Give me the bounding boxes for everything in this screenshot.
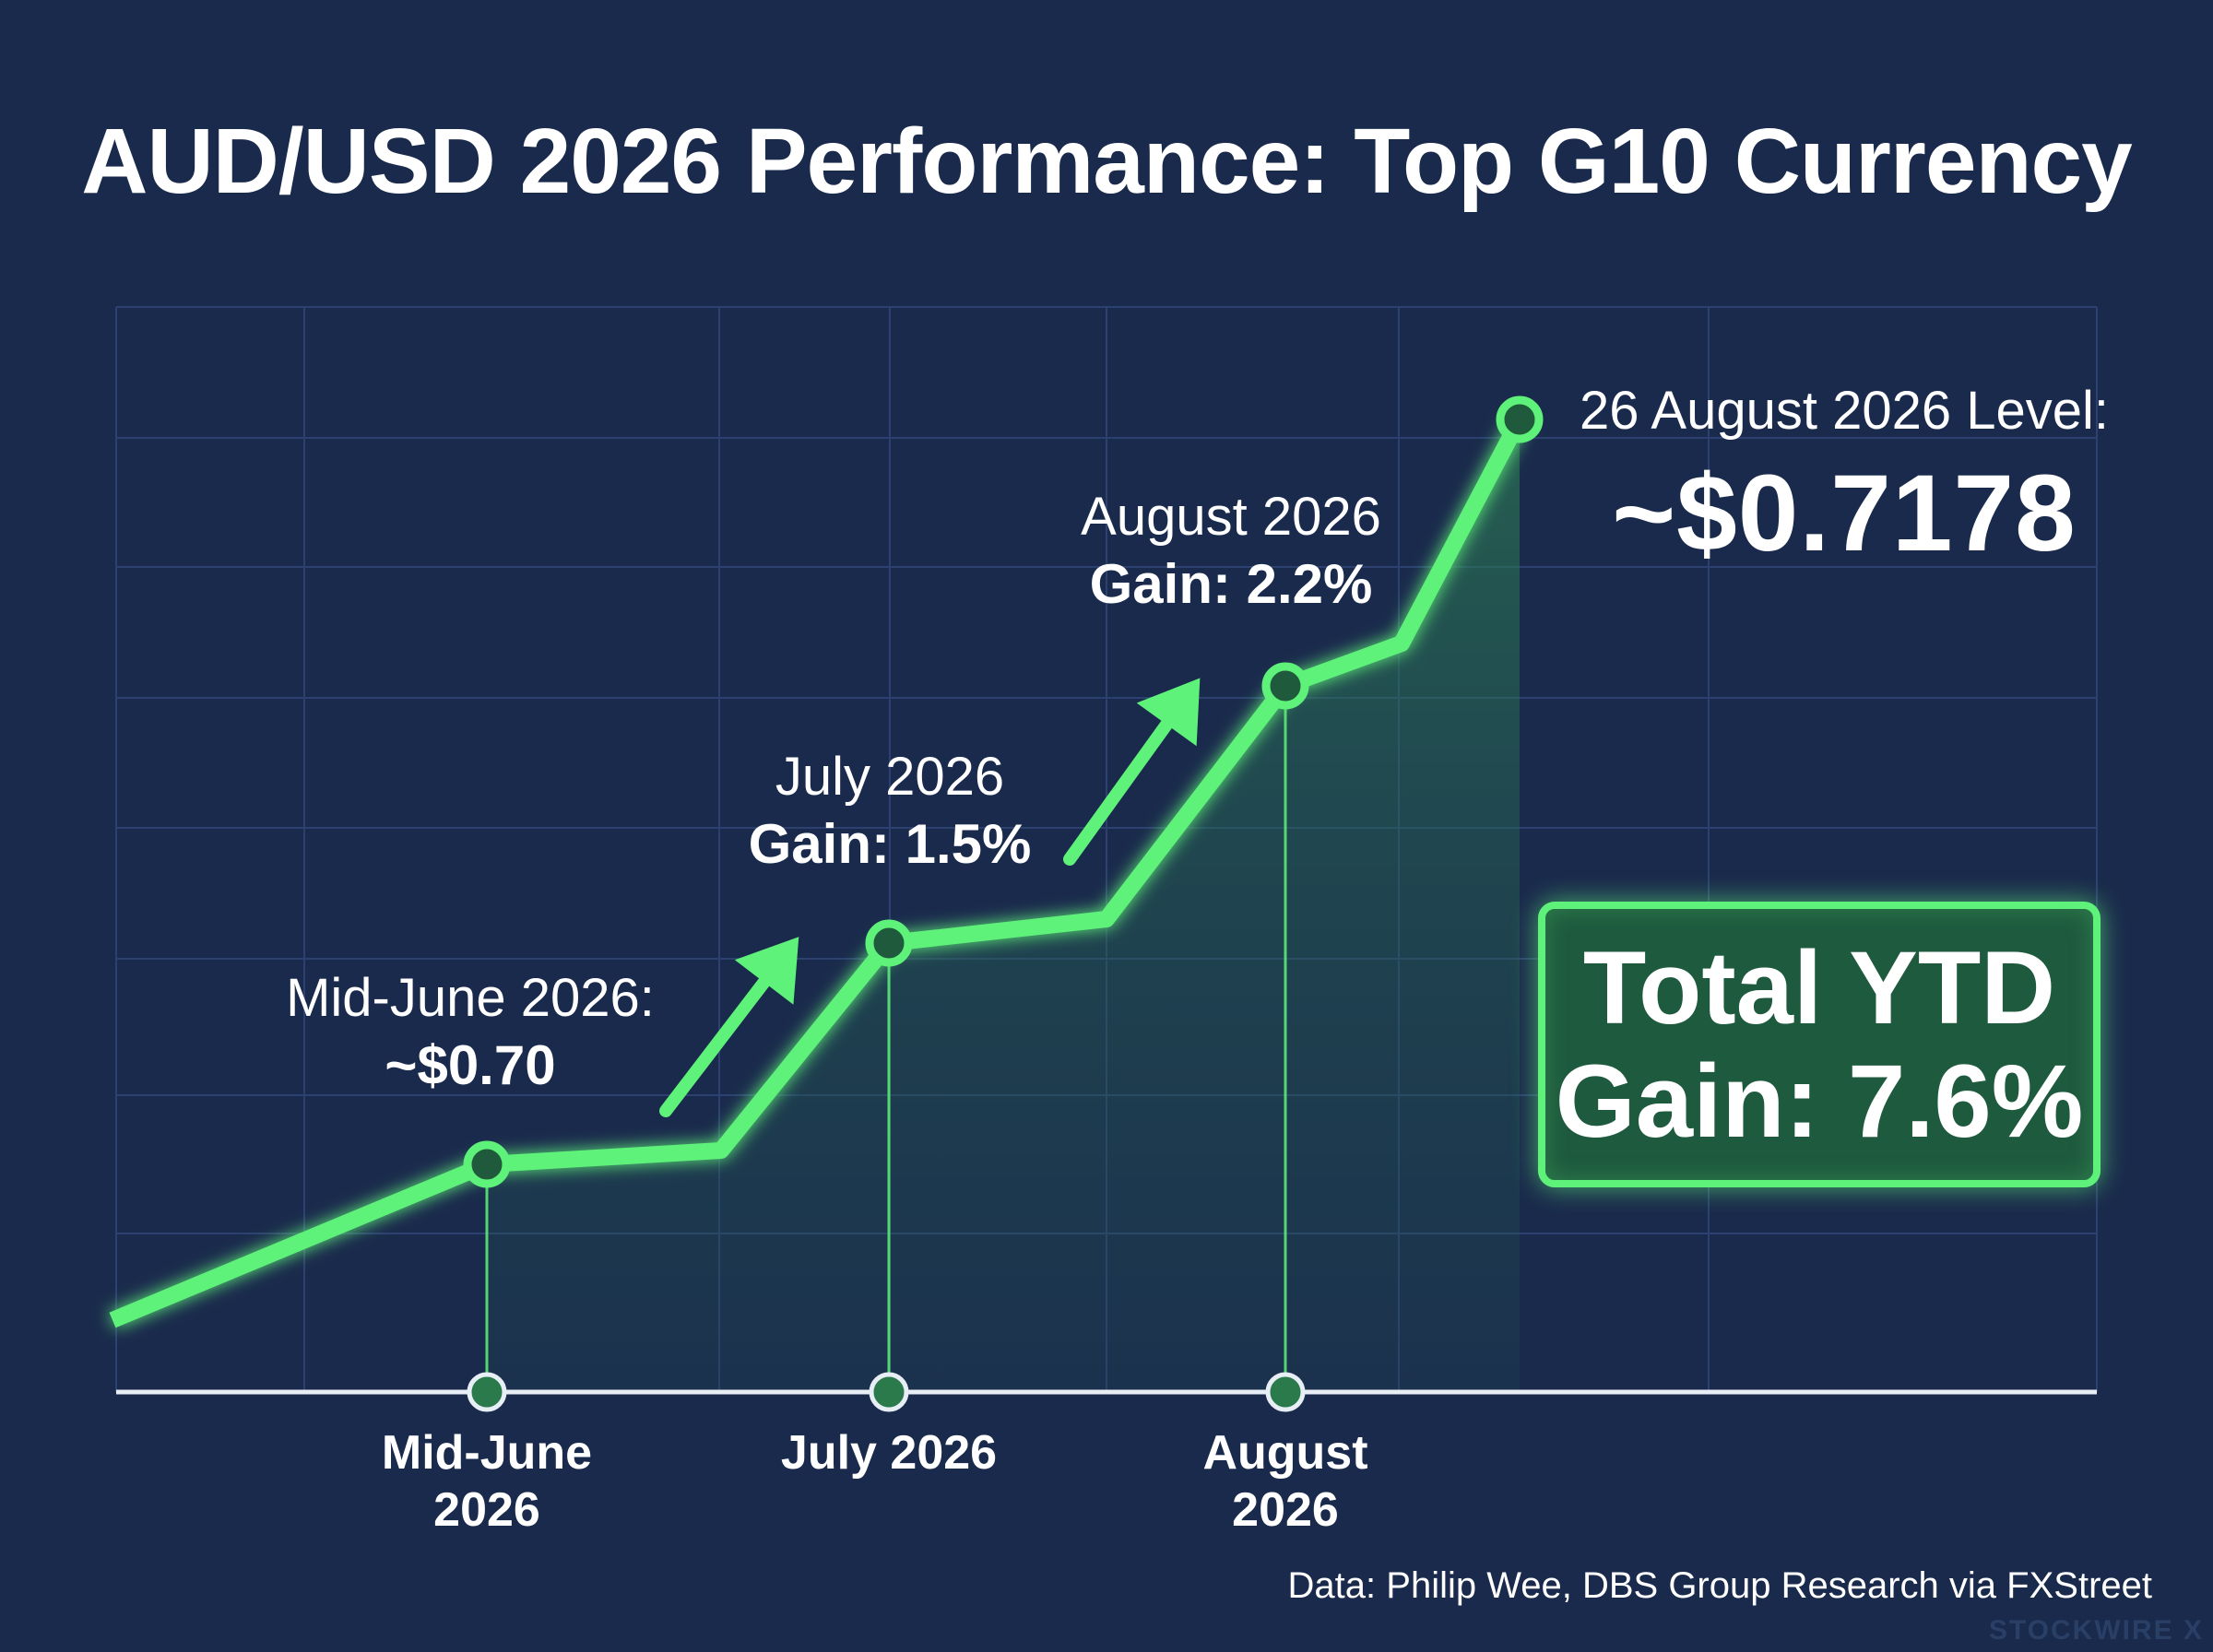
- x-axis-markers: [467, 1372, 1306, 1412]
- gain-arrow-august-head: [1136, 678, 1201, 747]
- gain-arrow-july-shaft: [659, 960, 783, 1117]
- data-point-august: [1261, 662, 1309, 710]
- gain-arrows: [659, 678, 1201, 1117]
- x-tick-august: August 2026: [1138, 1424, 1433, 1540]
- annotation-august: August 2026 Gain: 2.2%: [1042, 485, 1420, 618]
- ytd-gain-title: Total YTD: [1582, 929, 2056, 1045]
- watermark-logo: STOCKWIRE X: [1988, 1615, 2204, 1646]
- annotation-final-level: 26 August 2026 Level: ~$0.7178: [1558, 380, 2130, 576]
- ytd-gain-value: Gain: 7.6%: [1555, 1044, 2084, 1159]
- area-fill: [487, 419, 1520, 1392]
- annotation-mid-june-date: Mid-June 2026:: [286, 968, 655, 1028]
- gain-arrow-august: [1063, 678, 1201, 866]
- source-note: Data: Philip Wee, DBS Group Research via…: [1287, 1565, 2152, 1606]
- annotation-august-gain: Gain: 2.2%: [1089, 552, 1373, 615]
- final-level-value: ~$0.7178: [1612, 453, 2077, 574]
- x-tick-july-line1: July 2026: [780, 1426, 998, 1480]
- data-point-july: [865, 919, 913, 967]
- drop-lines: [485, 686, 1287, 1392]
- data-point-mid-june: [463, 1140, 511, 1188]
- annotation-mid-june-value: ~$0.70: [385, 1033, 556, 1096]
- gain-arrow-july: [659, 937, 799, 1117]
- x-tick-mid-june: Mid-June 2026: [339, 1424, 634, 1540]
- x-axis-marker-august: [1265, 1372, 1306, 1412]
- x-tick-mid-june-line1: Mid-June: [381, 1426, 593, 1480]
- ytd-gain-box: Total YTD Gain: 7.6%: [1538, 902, 2101, 1187]
- data-point-markers: [463, 395, 1544, 1188]
- x-tick-august-line2: 2026: [1232, 1483, 1339, 1538]
- x-tick-mid-june-line2: 2026: [433, 1483, 540, 1538]
- series-line: [109, 415, 1527, 1328]
- gain-arrow-august-shaft: [1063, 702, 1185, 866]
- annotation-july-gain: Gain: 1.5%: [748, 812, 1032, 875]
- x-axis-marker-july: [869, 1372, 909, 1412]
- annotation-july-date: July 2026: [775, 747, 1005, 807]
- annotation-july: July 2026 Gain: 1.5%: [701, 745, 1079, 878]
- final-level-date: 26 August 2026 Level:: [1579, 381, 2110, 441]
- data-point-final: [1496, 395, 1544, 443]
- gain-arrow-july-head: [734, 937, 799, 1005]
- chart-title: AUD/USD 2026 Performance: Top G10 Curren…: [81, 110, 2133, 213]
- x-axis-marker-mid-june: [467, 1372, 507, 1412]
- x-tick-august-line1: August: [1202, 1426, 1368, 1480]
- x-tick-july: July 2026: [741, 1424, 1036, 1481]
- annotation-mid-june: Mid-June 2026: ~$0.70: [258, 966, 682, 1099]
- annotation-august-date: August 2026: [1081, 487, 1381, 547]
